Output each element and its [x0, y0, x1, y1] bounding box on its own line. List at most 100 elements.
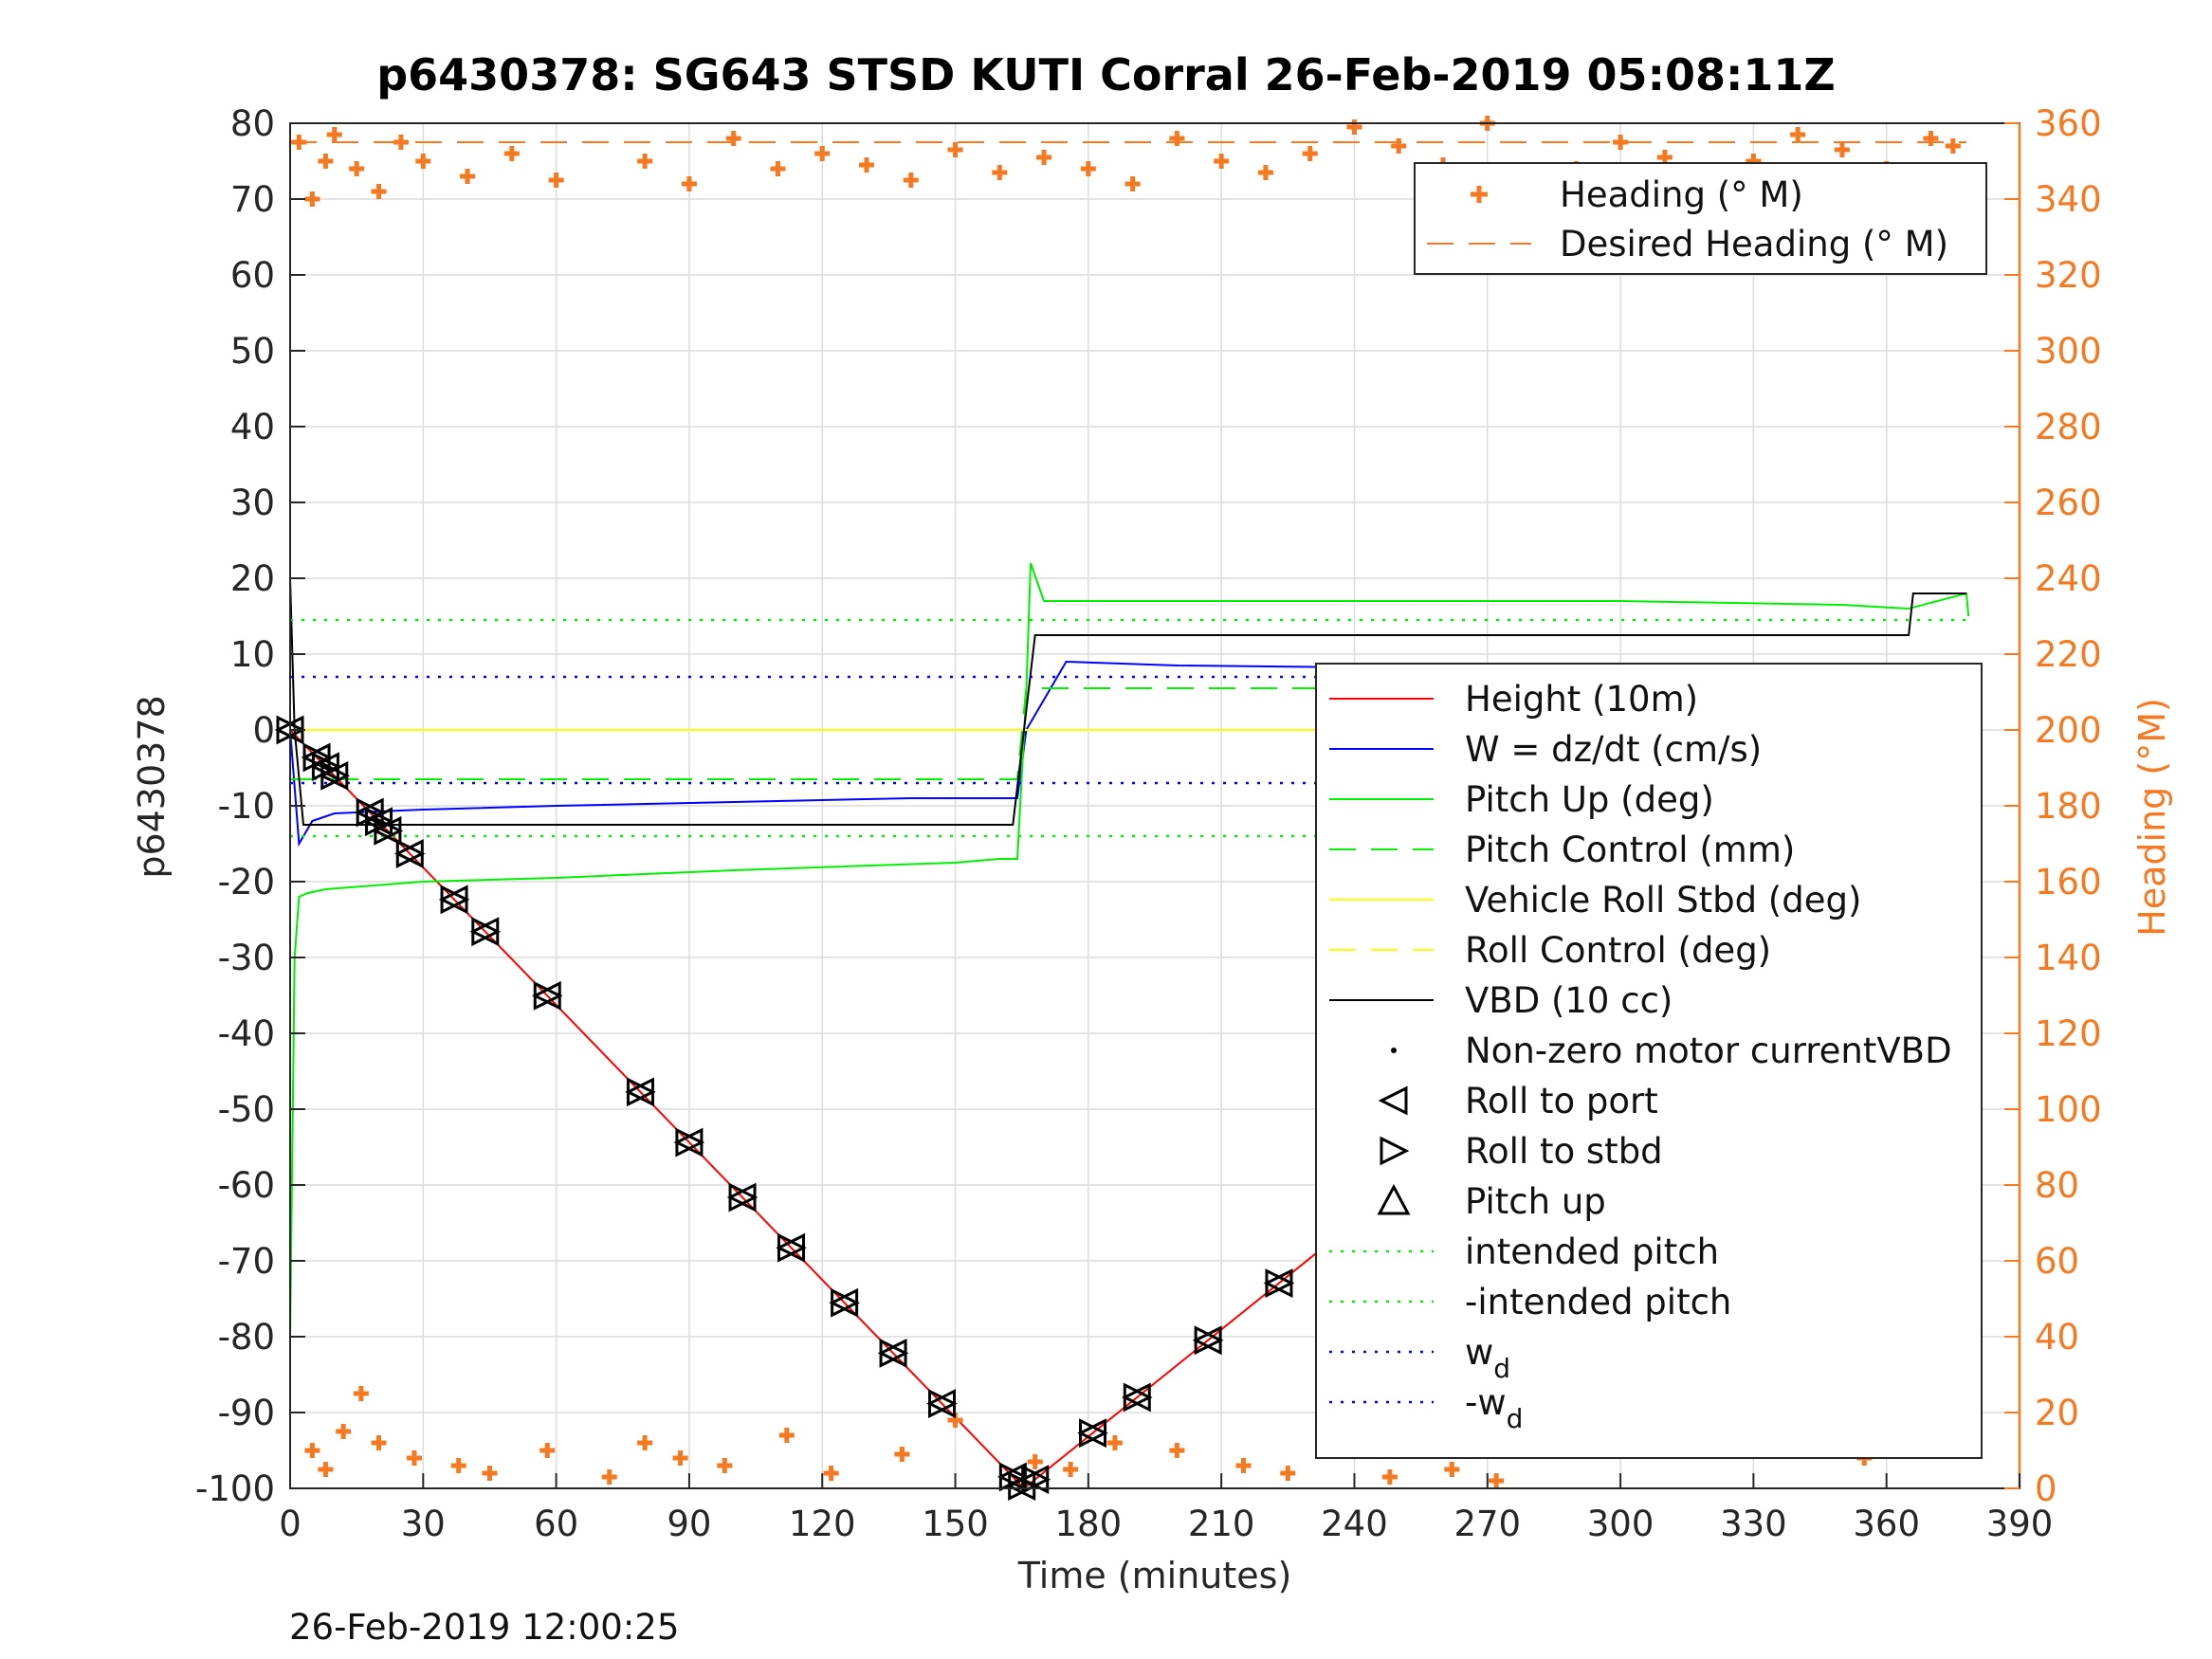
heading-point [672, 1450, 688, 1466]
y-axis-right-label-text: Heading (°M) [2131, 698, 2173, 937]
legend-label: Non-zero motor currentVBD [1465, 1030, 1952, 1071]
timestamp-footer: 26-Feb-2019 12:00:25 [289, 1607, 680, 1648]
legend-label: VBD (10 cc) [1465, 980, 1673, 1021]
heading-point [503, 146, 520, 161]
legend-label: Desired Heading (° M) [1560, 224, 1948, 264]
chart-title: p6430378: SG643 STSD KUTI Corral 26-Feb-… [376, 49, 1836, 100]
y-right-tick-label: 180 [2035, 786, 2102, 827]
heading-point [318, 1462, 334, 1477]
legend-triangle-right [1380, 1136, 1410, 1166]
roll-port-marker [926, 1389, 957, 1418]
y-tick-label: 70 [230, 179, 275, 220]
y-right-tick-label: 320 [2035, 255, 2102, 296]
y-tick-label: 50 [230, 331, 275, 372]
series-line [289, 577, 1966, 826]
y-tick-label: -50 [218, 1089, 275, 1130]
heading-point [637, 154, 653, 169]
tick-labels: 0 30 60 90 120 150 180 210 240 270 300 330 360 390-10… [195, 103, 2102, 1544]
x-tick-label: 120 [789, 1504, 856, 1544]
heading-point [1036, 150, 1052, 165]
heading-point [1169, 1443, 1185, 1458]
y-right-tick-label: 40 [2035, 1317, 2079, 1358]
roll-port-marker [776, 1232, 805, 1263]
y-right-tick-label: 140 [2035, 938, 2102, 978]
y-tick-label: -10 [218, 786, 275, 827]
y-tick-label: -70 [218, 1241, 275, 1282]
heading-point [318, 154, 334, 169]
heading-point [1063, 1462, 1079, 1477]
y-right-tick-label: 200 [2035, 710, 2102, 751]
x-tick-label: 390 [1986, 1504, 2054, 1544]
roll-port-marker [531, 980, 561, 1011]
heading-point [460, 169, 476, 184]
axes-frame [289, 122, 2021, 1489]
legend-label-sub: d [1493, 1353, 1510, 1384]
heading-point [894, 1447, 910, 1462]
y-tick-label: -80 [218, 1317, 275, 1358]
x-tick-label: 60 [534, 1504, 578, 1544]
y-tick-label: 80 [230, 103, 275, 144]
legend-label: Roll to port [1465, 1081, 1658, 1121]
roll-port-marker [1121, 1382, 1151, 1413]
y-right-tick-label: 100 [2035, 1089, 2102, 1130]
heading-point [637, 1435, 653, 1450]
heading-point [1169, 131, 1185, 146]
y-right-tick-label: 0 [2035, 1468, 2057, 1509]
heading-point [814, 146, 831, 161]
heading-point [1027, 1454, 1043, 1469]
y-tick-label: 60 [230, 255, 275, 296]
heading-point [717, 1458, 733, 1473]
heading-point [304, 191, 320, 207]
roll-port-marker [877, 1338, 907, 1368]
legend-label: wd [1465, 1332, 1510, 1384]
y-axis-label-text: p6430378 [131, 695, 173, 879]
y-tick-label: -90 [218, 1393, 275, 1433]
heading-point [601, 1469, 617, 1485]
heading-point [992, 165, 1008, 180]
legend-label: Height (10m) [1465, 679, 1698, 720]
legend-label: Vehicle Roll Stbd (deg) [1465, 880, 1861, 921]
heading-point [681, 176, 697, 191]
heading-point [823, 1466, 839, 1481]
heading-point [304, 1443, 320, 1458]
roll-port-marker [625, 1077, 654, 1107]
heading-point [450, 1458, 466, 1473]
legend-label-sub: d [1507, 1403, 1524, 1434]
y-right-tick-label: 220 [2035, 634, 2102, 675]
heading-point [859, 157, 874, 173]
y-right-tick-label: 280 [2035, 407, 2102, 447]
legend-label: -intended pitch [1465, 1282, 1731, 1322]
heading-point [1214, 154, 1230, 169]
heading-point [1280, 1466, 1296, 1481]
heading-point [1106, 1435, 1123, 1450]
y-right-tick-label: 20 [2035, 1393, 2079, 1433]
series-line [290, 687, 1966, 780]
roll-port-marker [393, 839, 424, 868]
x-tick-label: 330 [1720, 1504, 1787, 1544]
x-tick-label: 360 [1853, 1504, 1920, 1544]
heading-point [1235, 1458, 1252, 1473]
x-tick-label: 300 [1587, 1504, 1654, 1544]
heading-point [406, 1450, 422, 1466]
y-right-tick-label: 120 [2035, 1013, 2102, 1054]
heading-point [903, 173, 919, 188]
legend-label-base: w [1465, 1332, 1493, 1373]
y-tick-label: -40 [218, 1013, 275, 1054]
y-right-tick-label: 340 [2035, 179, 2102, 220]
heading-point [415, 154, 431, 169]
y-right-tick-label: 260 [2035, 483, 2102, 523]
legend-label: Heading (° M) [1560, 174, 1803, 215]
heading-point [1834, 142, 1850, 157]
roll-port-marker [1263, 1268, 1293, 1298]
legend-label: Pitch Up (deg) [1465, 779, 1714, 820]
heading-point [1391, 138, 1407, 154]
heading-point [1489, 1473, 1505, 1488]
roll-port-marker [469, 917, 500, 947]
legend-main: Height (10m) W = dz/dt (cm/s) Pitch Up (de… [1315, 663, 1983, 1459]
legend-box [1315, 663, 1983, 1459]
y-right-tick-label: 60 [2035, 1241, 2079, 1282]
legend-label: intended pitch [1465, 1231, 1719, 1272]
x-tick-label: 270 [1453, 1504, 1521, 1544]
heading-point [1346, 119, 1362, 135]
heading-point [349, 161, 365, 176]
